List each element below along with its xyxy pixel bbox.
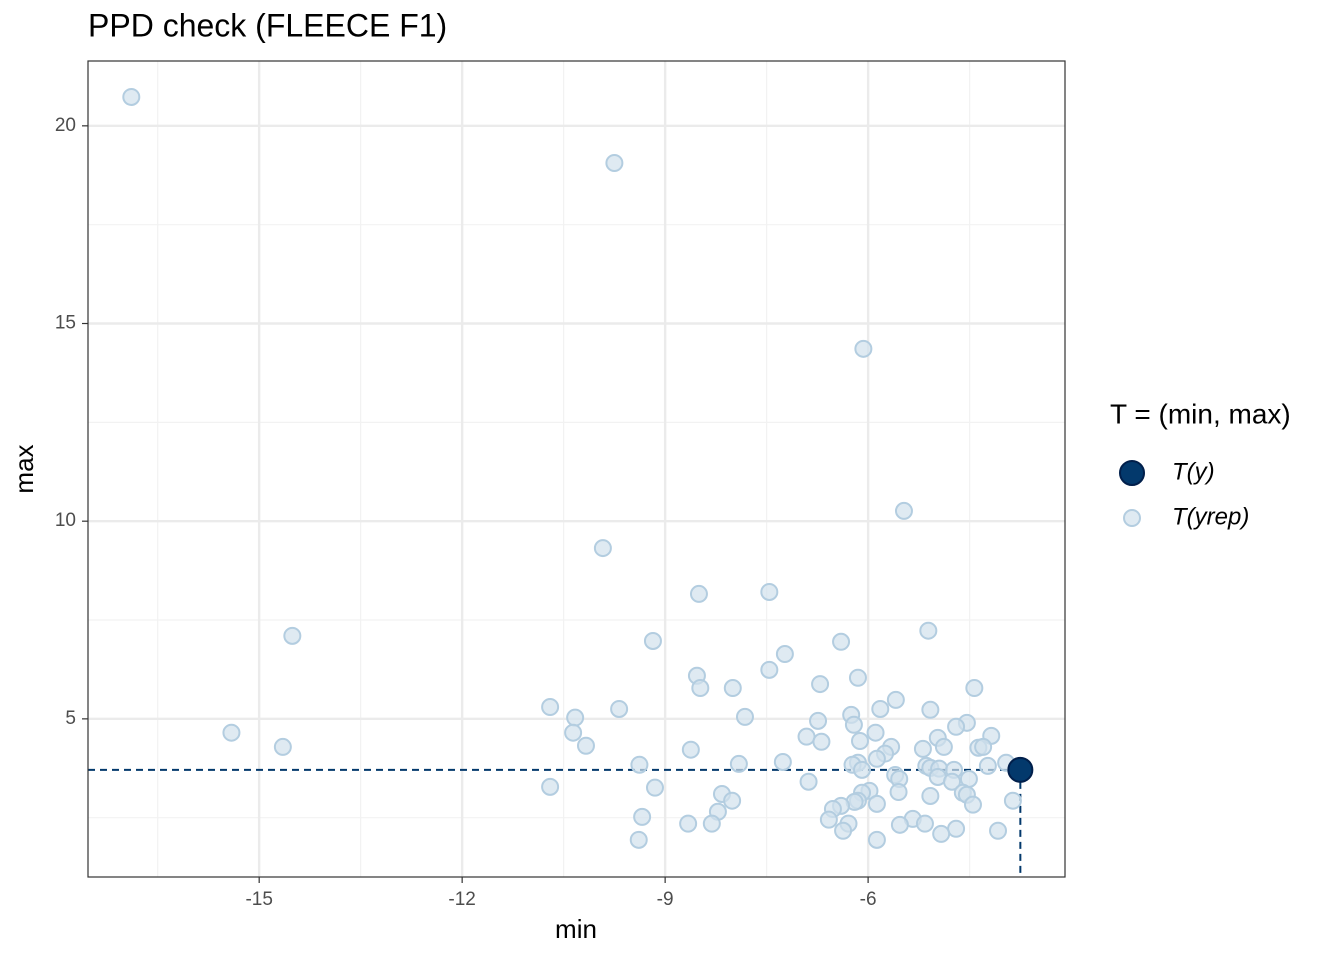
y-tick-label: 15 bbox=[55, 313, 76, 334]
point bbox=[566, 708, 585, 727]
point bbox=[564, 723, 583, 742]
legend-label: T(y) bbox=[1172, 458, 1215, 485]
point bbox=[943, 772, 962, 791]
point bbox=[854, 339, 873, 358]
point bbox=[633, 807, 652, 826]
point bbox=[1007, 756, 1034, 783]
point bbox=[541, 698, 560, 716]
point bbox=[832, 632, 851, 651]
point bbox=[894, 501, 913, 520]
point bbox=[593, 539, 612, 558]
x-tick-label: -12 bbox=[448, 889, 475, 910]
point bbox=[681, 740, 700, 759]
point bbox=[871, 699, 890, 718]
point bbox=[978, 756, 997, 775]
point bbox=[889, 783, 908, 801]
y-tick-label: 20 bbox=[55, 115, 76, 136]
point bbox=[848, 668, 867, 687]
chart-title: PPD check (FLEECE F1) bbox=[88, 7, 447, 43]
point bbox=[965, 679, 984, 698]
point bbox=[773, 752, 792, 771]
x-tick-label: -9 bbox=[657, 889, 674, 910]
y-tick-label: 10 bbox=[55, 510, 76, 531]
point bbox=[273, 737, 292, 756]
x-tick-label: -6 bbox=[860, 889, 877, 910]
point bbox=[760, 582, 779, 601]
point bbox=[934, 737, 953, 756]
point bbox=[735, 707, 754, 726]
point bbox=[921, 786, 940, 805]
point bbox=[723, 791, 742, 810]
point bbox=[679, 814, 698, 833]
point bbox=[576, 736, 595, 755]
y-tick-label: 5 bbox=[65, 708, 76, 729]
point bbox=[850, 732, 869, 750]
point bbox=[963, 795, 982, 814]
point bbox=[541, 777, 560, 796]
x-tick-label: -15 bbox=[245, 889, 272, 910]
point bbox=[797, 727, 816, 746]
point bbox=[812, 732, 831, 751]
point bbox=[729, 754, 748, 773]
legend-label: T(yrep) bbox=[1172, 503, 1249, 530]
point bbox=[947, 819, 966, 838]
point bbox=[867, 830, 886, 849]
point bbox=[702, 814, 721, 833]
point bbox=[947, 717, 966, 736]
point bbox=[643, 631, 662, 650]
point bbox=[283, 626, 302, 645]
point bbox=[222, 723, 241, 742]
point bbox=[890, 815, 909, 834]
x-axis-label: min bbox=[555, 914, 597, 944]
point bbox=[921, 700, 940, 719]
point bbox=[809, 711, 828, 730]
point bbox=[989, 821, 1008, 840]
point bbox=[605, 154, 624, 172]
point bbox=[867, 794, 886, 813]
point bbox=[867, 749, 886, 768]
point bbox=[919, 621, 938, 640]
point bbox=[799, 772, 818, 791]
point bbox=[844, 715, 863, 734]
point bbox=[819, 810, 838, 829]
point bbox=[811, 675, 830, 694]
point bbox=[610, 699, 629, 718]
point bbox=[689, 584, 708, 603]
legend-title: T = (min, max) bbox=[1110, 398, 1291, 429]
point bbox=[723, 679, 742, 698]
point bbox=[630, 755, 649, 774]
point bbox=[629, 830, 648, 849]
point bbox=[645, 778, 664, 797]
point bbox=[974, 737, 993, 756]
point bbox=[853, 760, 872, 779]
point bbox=[866, 723, 885, 742]
point bbox=[691, 679, 710, 698]
point bbox=[775, 645, 794, 664]
y-axis-label: max bbox=[9, 444, 39, 493]
point bbox=[915, 814, 934, 833]
legend-key bbox=[1123, 509, 1141, 527]
point bbox=[913, 739, 932, 758]
legend-key bbox=[1119, 460, 1145, 486]
point bbox=[760, 660, 779, 679]
point bbox=[834, 821, 853, 840]
panel-border bbox=[87, 60, 1066, 878]
point bbox=[122, 87, 141, 106]
point bbox=[1003, 791, 1022, 810]
point bbox=[932, 824, 951, 843]
point bbox=[886, 690, 905, 709]
